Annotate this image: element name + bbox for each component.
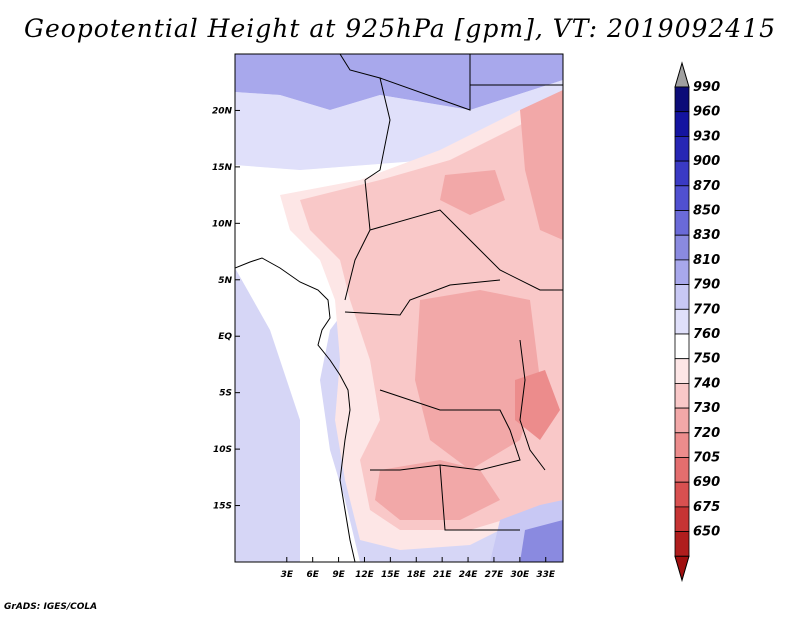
colorbar-label: 650 [693,525,720,540]
colorbar-top-arrow [674,61,690,88]
colorbar-swatch [674,308,690,335]
colorbar-label: 750 [693,352,720,367]
west-coastline [235,257,356,562]
lon-tick-label: 18E [407,570,427,580]
lat-tick-label: 5S [219,389,232,399]
colorbar-label: 770 [693,302,720,317]
southeast-high-field [520,520,563,562]
central-borders [344,179,563,301]
field-layer [235,54,563,562]
colorbar-swatch [674,259,690,285]
colorbar-label: 705 [693,451,720,466]
colorbar-label: 740 [693,376,720,391]
colorbar-swatch [674,333,690,360]
lat-tick-label: 10N [212,219,233,229]
rift-field [515,370,560,440]
colorbar-label: 720 [693,426,720,441]
lon-tick-label: 3E [281,570,294,580]
colorbar-swatch [674,407,690,434]
plot-frame [234,53,564,563]
colorbar-swatch [674,382,690,409]
congo-basin-field [415,290,540,470]
colorbar-swatch [674,111,690,137]
lon-tick-label: 6E [306,570,319,580]
lat-tick-label: 20N [212,106,233,116]
lon-tick-label: 15E [381,570,401,580]
lat-tick-label: 15N [212,163,233,173]
lake-borders [519,339,546,471]
colorbar-label: 810 [693,253,720,268]
colorbar-label: 830 [693,228,720,243]
colorbar-label: 900 [693,154,720,169]
lon-tick-label: 24E [459,570,479,580]
lat-tick-label: 15S [213,502,232,512]
south-borders [344,279,521,531]
colorbar-label: 790 [693,278,720,293]
colorbar-swatch [674,210,690,236]
eastern-field [520,90,563,240]
lon-axis: 3E 6E 9E 12E 15E 18E 21E 24E 27E 30E 33E [281,557,556,580]
lon-tick-label: 12E [355,570,375,580]
lat-tick-label: EQ [218,332,232,342]
colorbar-swatch [674,457,690,483]
colorbar-label: 850 [693,204,720,219]
colorbar-swatch [674,185,690,211]
colorbar-swatch [674,284,690,310]
colorbar-label: 960 [693,105,720,120]
lat-tick-label: 10S [213,445,232,455]
map-outlines [235,54,563,562]
sahara-high-field [235,54,563,110]
colorbar-swatch [674,86,690,113]
colorbar-label: 730 [693,401,720,416]
lon-tick-label: 33E [536,570,556,580]
colorbar-label: 870 [693,179,720,194]
colorbar-label: 690 [693,475,720,490]
southern-field [375,460,500,520]
colorbar: 990 960 930 900 870 850 830 810 790 770 760 750 740 7… [674,61,720,583]
lon-tick-label: 27E [485,570,505,580]
map-title: Geopotential Height at 925hPa [gpm], VT:… [23,14,777,43]
lon-tick-label: 9E [332,570,345,580]
lat-tick-label: 5N [218,276,232,286]
colorbar-label: 990 [693,80,720,95]
colorbar-swatch [674,234,690,261]
colorbar-swatch [674,135,690,162]
lat-axis: 20N 15N 10N 5N EQ 5S 10S 15S [212,106,240,512]
colorbar-label: 930 [693,129,720,144]
grads-credit: GrADS: IGES/COLA [4,602,98,612]
colorbar-swatch [674,358,690,384]
north-borders [339,54,563,181]
colorbar-swatch [674,432,690,458]
lon-tick-label: 30E [510,570,530,580]
colorbar-label: 675 [693,500,720,515]
colorbar-swatch [674,481,690,508]
colorbar-label: 760 [693,327,720,342]
sudan-field [440,170,505,215]
colorbar-bottom-arrow [674,555,690,583]
lon-tick-label: 21E [433,570,453,580]
colorbar-swatch [674,531,690,557]
colorbar-swatch [674,160,690,187]
colorbar-swatch [674,506,690,532]
